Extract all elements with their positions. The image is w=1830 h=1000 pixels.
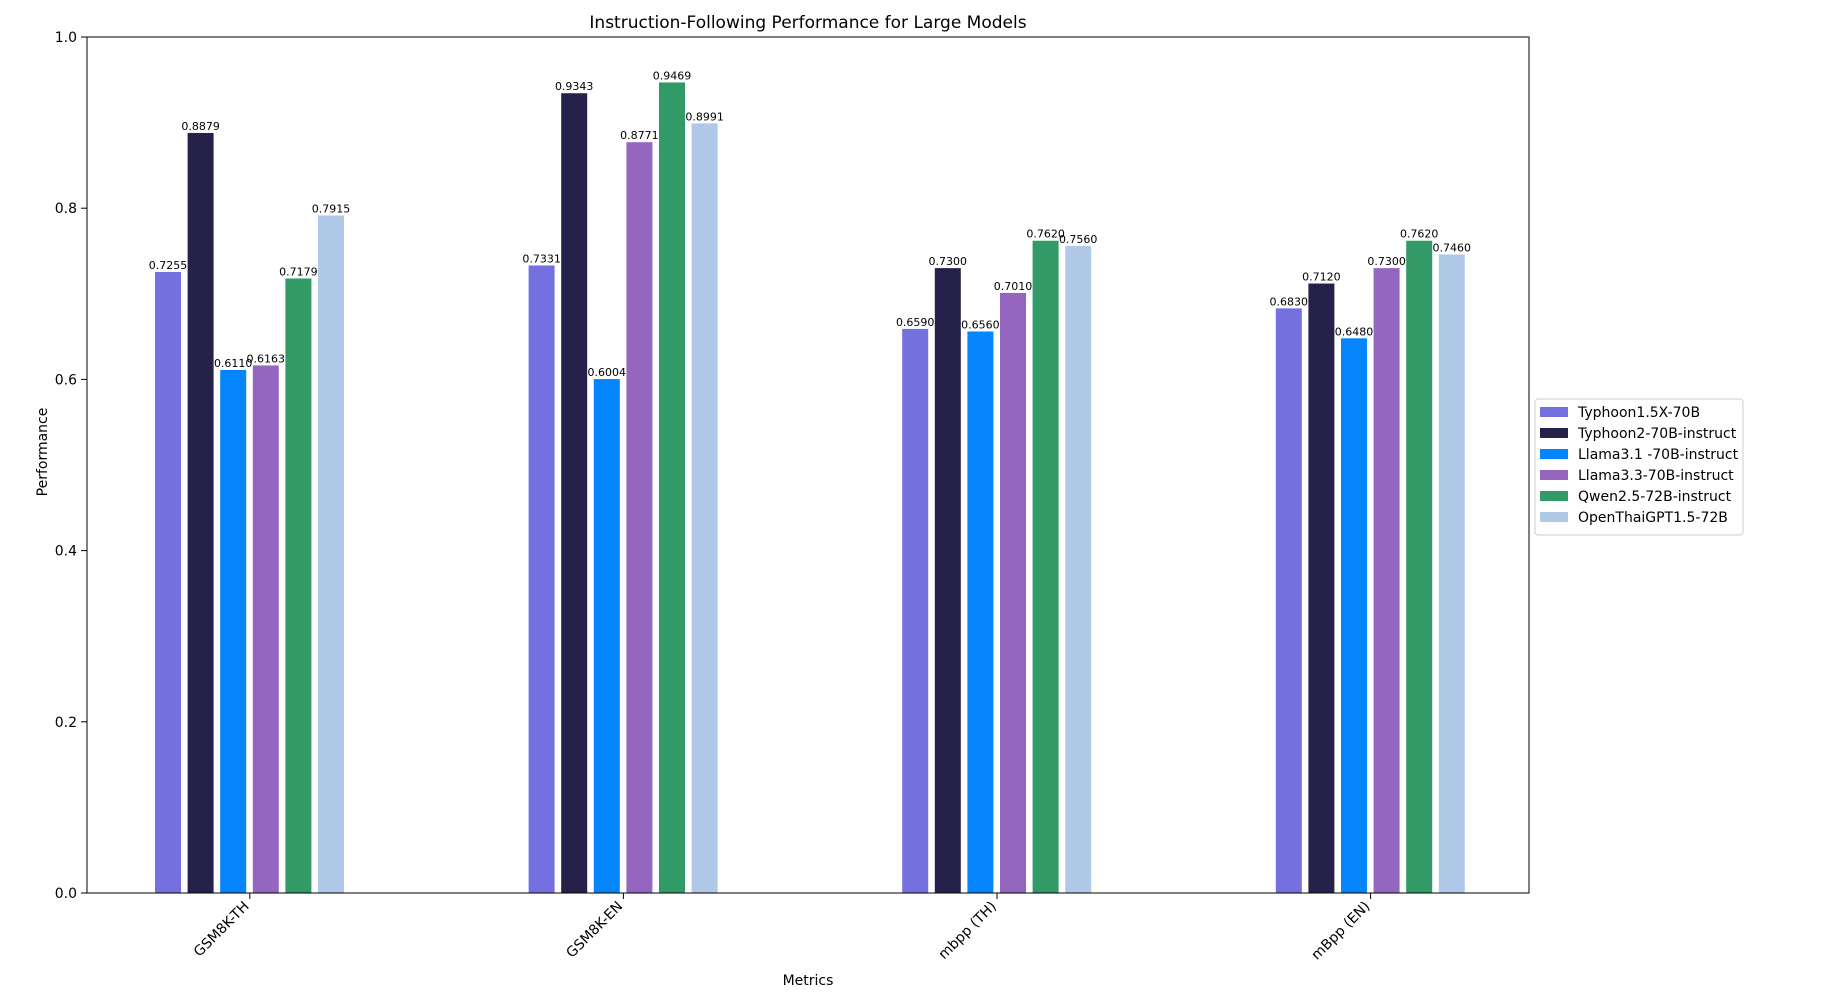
- bar: [902, 328, 929, 893]
- legend-entry-label: Typhoon1.5X-70B: [1577, 405, 1700, 421]
- bar: [561, 93, 588, 893]
- bars-group: [155, 82, 1465, 894]
- bar: [659, 82, 685, 893]
- legend-entry-label: Llama3.3-70B-instruct: [1578, 468, 1734, 484]
- bar-value-label: 0.9469: [653, 69, 692, 82]
- y-tick-label: 0.4: [55, 544, 77, 560]
- bar-value-label: 0.7620: [1026, 228, 1065, 241]
- bar: [252, 365, 279, 893]
- chart-title: Instruction-Following Performance for La…: [589, 13, 1026, 33]
- legend-swatch: [1540, 407, 1568, 417]
- bar-value-label: 0.6830: [1270, 295, 1309, 308]
- y-tick-label: 0.0: [55, 886, 77, 902]
- y-tick-label: 0.2: [55, 715, 77, 731]
- bar: [1373, 268, 1400, 893]
- bar-value-label: 0.7010: [994, 280, 1033, 293]
- bar: [626, 142, 653, 893]
- y-tick-label: 0.6: [55, 372, 77, 388]
- bar-value-label: 0.6480: [1335, 325, 1374, 338]
- legend-entry-label: OpenThaiGPT1.5-72B: [1578, 510, 1728, 526]
- legend-swatch: [1540, 512, 1568, 522]
- legend-entry-label: Llama3.1 -70B-instruct: [1578, 447, 1739, 463]
- x-tick-label: mbpp (TH): [936, 899, 1000, 963]
- legend-swatch: [1540, 470, 1568, 480]
- bar: [1000, 292, 1026, 894]
- bar-value-label: 0.7300: [1367, 255, 1406, 268]
- bar-value-label: 0.7300: [929, 255, 968, 268]
- bar-value-label: 0.7915: [312, 202, 351, 215]
- bar: [691, 123, 718, 893]
- bar: [1032, 240, 1059, 893]
- legend-frame: [1534, 398, 1744, 536]
- bar: [1438, 254, 1465, 893]
- bar: [1065, 245, 1092, 893]
- x-axis: GSM8K-TH GSM8K-EN mbpp (TH) mBpp (EN): [191, 893, 1374, 964]
- bar-value-label: 0.8991: [685, 110, 724, 123]
- legend-swatch: [1540, 428, 1568, 438]
- bar-value-label: 0.8771: [620, 129, 659, 142]
- bar-value-label: 0.7620: [1400, 228, 1439, 241]
- legend-entry-label: Typhoon2-70B-instruct: [1577, 426, 1737, 442]
- bar-value-label: 0.6560: [961, 318, 1000, 331]
- bar: [1308, 283, 1335, 893]
- bar: [934, 268, 961, 893]
- bar: [1341, 338, 1367, 893]
- y-tick-label: 1.0: [55, 30, 77, 46]
- bar-value-label: 0.7179: [279, 265, 318, 278]
- bar: [967, 331, 994, 893]
- bar: [318, 215, 344, 893]
- bar: [187, 132, 214, 894]
- plot-area-frame: [86, 36, 1530, 894]
- bar-value-label: 0.6163: [247, 352, 286, 365]
- x-axis-label: Metrics: [783, 973, 834, 989]
- legend-swatch: [1540, 491, 1568, 501]
- x-tick-label: mBpp (EN): [1309, 899, 1374, 964]
- bar-value-label: 0.9343: [555, 80, 594, 93]
- y-axis: 0.0 0.2 0.4 0.6 0.8 1.0: [55, 30, 87, 902]
- bar-value-label: 0.7460: [1433, 241, 1472, 254]
- bar: [155, 271, 181, 893]
- x-tick-label: GSM8K-EN: [563, 899, 626, 962]
- legend: Typhoon1.5X-70B Typhoon2-70B-instruct Llam…: [1534, 398, 1744, 536]
- legend-entry-label: Qwen2.5-72B-instruct: [1578, 489, 1732, 505]
- y-axis-label: Performance: [35, 408, 51, 497]
- bar-value-label: 0.8879: [181, 120, 220, 133]
- bar-value-label: 0.7120: [1302, 271, 1341, 284]
- x-tick-label: GSM8K-TH: [191, 899, 253, 961]
- bar-value-label: 0.6110: [214, 357, 253, 370]
- bar: [1406, 240, 1433, 893]
- bar-value-label: 0.6590: [896, 316, 935, 329]
- y-tick-label: 0.8: [55, 201, 77, 217]
- bar: [593, 379, 620, 893]
- bar: [285, 278, 312, 893]
- bar: [220, 369, 247, 893]
- bar-value-label: 0.7331: [522, 252, 561, 265]
- legend-swatch: [1540, 449, 1568, 459]
- bar: [1275, 308, 1302, 893]
- bar-value-label: 0.7560: [1059, 233, 1098, 246]
- bar: [528, 265, 555, 893]
- bar-value-label: 0.7255: [149, 259, 188, 272]
- bar-value-label: 0.6004: [588, 366, 627, 379]
